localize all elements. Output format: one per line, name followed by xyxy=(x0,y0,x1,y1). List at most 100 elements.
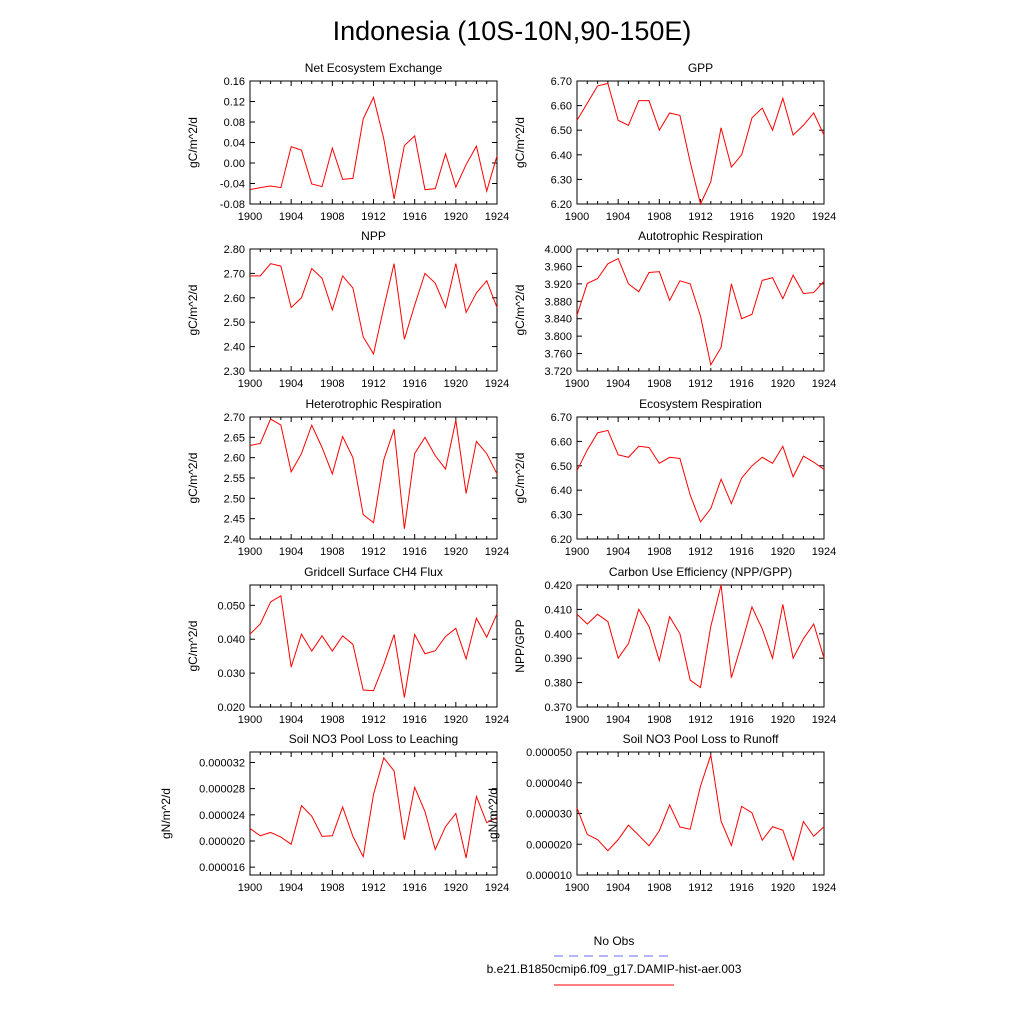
y-tick-label: 6.20 xyxy=(551,534,572,546)
x-tick-label: 1924 xyxy=(812,546,836,558)
y-tick-label: 0.08 xyxy=(224,117,245,129)
x-tick-label: 1912 xyxy=(361,378,385,390)
x-tick-label: 1916 xyxy=(402,211,426,223)
y-tick-label: 6.70 xyxy=(551,412,572,424)
y-tick-label: 3.840 xyxy=(544,314,572,326)
x-tick-label: 1912 xyxy=(688,882,712,894)
x-tick-label: 1908 xyxy=(647,211,671,223)
chart-panel: GPP 1900 1904 1908 1912 1916 1920 1924 6.20 6.30 6… xyxy=(513,61,836,223)
y-tick-label: 2.65 xyxy=(224,432,245,444)
x-tick-label: 1924 xyxy=(485,378,509,390)
x-tick-label: 1916 xyxy=(729,211,753,223)
x-tick-label: 1900 xyxy=(565,546,589,558)
plot-frame xyxy=(576,751,825,876)
x-tick-label: 1904 xyxy=(606,211,630,223)
y-axis-label: gC/m^2/d xyxy=(513,453,527,504)
y-tick-label: 0.12 xyxy=(224,97,245,109)
y-tick-label: 2.60 xyxy=(224,293,245,305)
plot-frame xyxy=(249,751,498,876)
x-tick-label: 1900 xyxy=(565,882,589,894)
chart-panel: Ecosystem Respiration 1900 1904 1908 1912 191… xyxy=(513,397,836,558)
x-tick-label: 1904 xyxy=(606,546,630,558)
plot-frame xyxy=(249,584,498,708)
panels: Net Ecosystem Exchange 1900 1904 1908 1912 19… xyxy=(159,61,836,894)
x-tick-label: 1908 xyxy=(647,378,671,390)
x-tick-label: 1904 xyxy=(606,378,630,390)
series-line xyxy=(576,257,825,367)
y-axis-label: gC/m^2/d xyxy=(513,285,527,336)
y-tick-label: 0.00 xyxy=(224,158,245,170)
y-tick-label: 6.50 xyxy=(551,461,572,473)
x-tick-label: 1912 xyxy=(361,714,385,726)
x-tick-label: 1920 xyxy=(444,546,468,558)
y-tick-label: 0.000028 xyxy=(199,784,245,796)
chart-panel: Heterotrophic Respiration 1900 1904 1908 191… xyxy=(186,397,509,558)
y-tick-label: 6.40 xyxy=(551,485,572,497)
x-tick-label: 1904 xyxy=(279,378,303,390)
panel-title: Ecosystem Respiration xyxy=(639,397,762,411)
x-tick-label: 1920 xyxy=(771,546,795,558)
chart-panel: Gridcell Surface CH4 Flux 1900 1904 1908 191… xyxy=(186,565,509,726)
x-tick-label: 1912 xyxy=(361,211,385,223)
x-tick-label: 1900 xyxy=(565,211,589,223)
y-tick-label: 6.20 xyxy=(551,199,572,211)
x-tick-label: 1924 xyxy=(485,546,509,558)
x-tick-label: 1904 xyxy=(279,211,303,223)
y-tick-label: 6.60 xyxy=(551,436,572,448)
legend: No Obs b.e21.B1850cmip6.f09_g17.DAMIP-hi… xyxy=(487,934,742,986)
x-tick-label: 1900 xyxy=(238,546,262,558)
x-tick-label: 1924 xyxy=(485,882,509,894)
figure-title: Indonesia (10S-10N,90-150E) xyxy=(333,16,692,46)
y-tick-label: 0.050 xyxy=(217,600,245,612)
x-tick-label: 1904 xyxy=(606,714,630,726)
y-tick-label: 0.040 xyxy=(217,634,245,646)
plot-frame xyxy=(576,248,825,372)
series-line xyxy=(576,584,825,689)
y-axis-label: gC/m^2/d xyxy=(186,621,200,672)
series-line xyxy=(249,756,498,859)
chart-panel: Soil NO3 Pool Loss to Runoff 1900 1904 1908… xyxy=(486,732,836,894)
x-tick-label: 1912 xyxy=(688,211,712,223)
y-tick-label: 3.880 xyxy=(544,296,572,308)
x-tick-label: 1908 xyxy=(647,546,671,558)
x-tick-label: 1908 xyxy=(320,211,344,223)
y-tick-label: 0.16 xyxy=(224,76,245,88)
y-axis-label: NPP/GPP xyxy=(513,619,527,672)
y-tick-label: 2.55 xyxy=(224,473,245,485)
x-tick-label: 1912 xyxy=(361,546,385,558)
x-tick-label: 1924 xyxy=(812,378,836,390)
x-tick-label: 1904 xyxy=(279,714,303,726)
y-tick-label: 0.000030 xyxy=(526,809,572,821)
x-tick-label: 1908 xyxy=(320,714,344,726)
x-tick-label: 1920 xyxy=(771,714,795,726)
x-tick-label: 1924 xyxy=(485,211,509,223)
y-tick-label: 2.60 xyxy=(224,453,245,465)
y-tick-label: 3.920 xyxy=(544,279,572,291)
x-tick-label: 1920 xyxy=(771,378,795,390)
series-line xyxy=(249,418,498,529)
y-tick-label: 0.400 xyxy=(544,629,572,641)
x-tick-label: 1924 xyxy=(812,714,836,726)
panel-title: Net Ecosystem Exchange xyxy=(305,61,443,75)
x-tick-label: 1900 xyxy=(238,882,262,894)
y-tick-label: 2.30 xyxy=(224,366,245,378)
series-line xyxy=(576,429,825,523)
y-axis-label: gN/m^2/d xyxy=(486,788,500,839)
y-tick-label: 6.30 xyxy=(551,174,572,186)
series-line xyxy=(249,595,498,698)
x-tick-label: 1912 xyxy=(688,378,712,390)
y-tick-label: 6.30 xyxy=(551,510,572,522)
chart-panel: Net Ecosystem Exchange 1900 1904 1908 1912 19… xyxy=(186,61,509,223)
y-tick-label: 3.960 xyxy=(544,261,572,273)
y-tick-label: 0.000050 xyxy=(526,747,572,759)
y-tick-label: 0.390 xyxy=(544,653,572,665)
y-axis-label: gC/m^2/d xyxy=(513,117,527,168)
y-tick-label: 3.760 xyxy=(544,349,572,361)
x-tick-label: 1904 xyxy=(279,546,303,558)
y-axis-label: gC/m^2/d xyxy=(186,453,200,504)
series-line xyxy=(250,263,498,356)
y-tick-label: 3.800 xyxy=(544,331,572,343)
x-tick-label: 1912 xyxy=(688,714,712,726)
panel-title: NPP xyxy=(361,229,386,243)
